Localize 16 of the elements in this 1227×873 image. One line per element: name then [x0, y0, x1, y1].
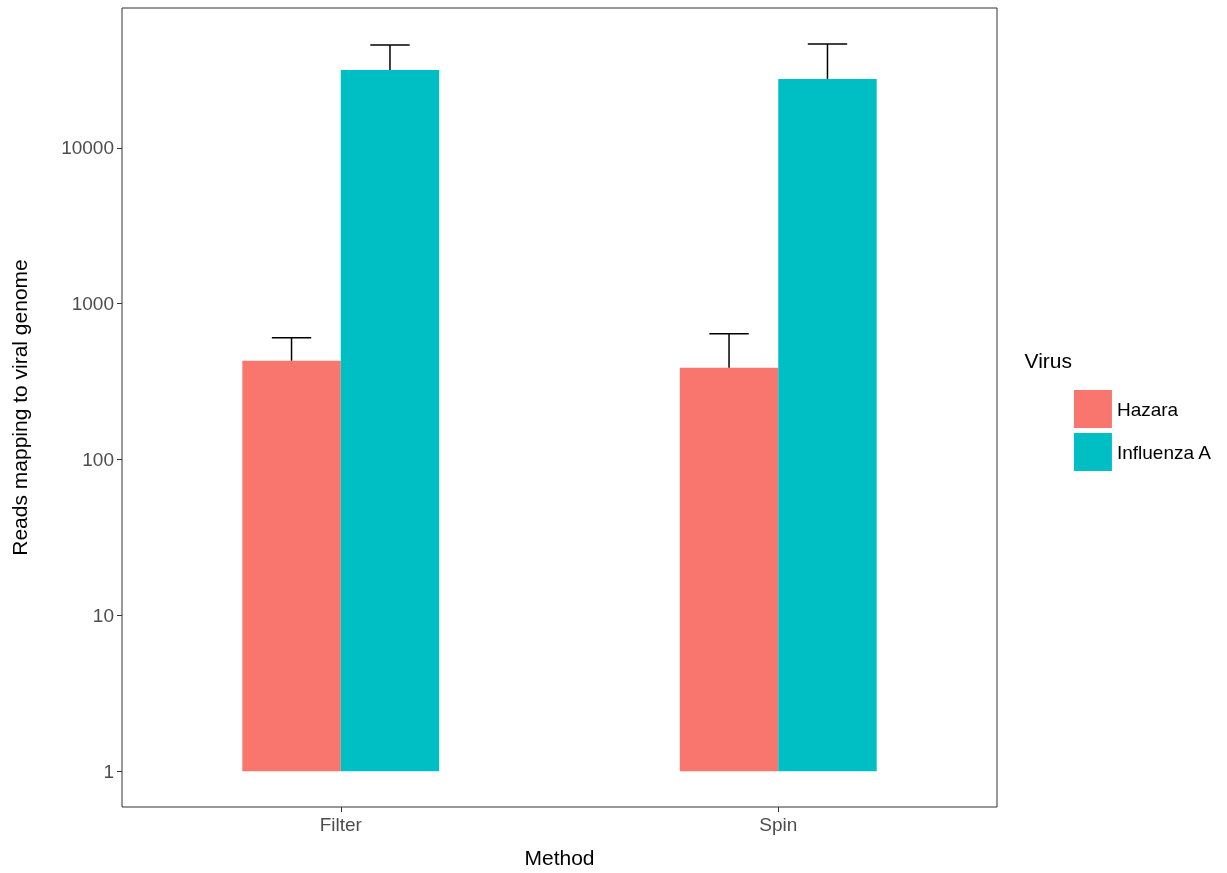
- legend-title: Virus: [1024, 349, 1072, 372]
- x-tick-label: Spin: [759, 814, 798, 835]
- y-tick-label: 1: [103, 760, 114, 782]
- y-tick-label: 10: [92, 604, 114, 626]
- y-axis-title: Reads mapping to viral genome: [8, 259, 31, 556]
- bar: [679, 367, 779, 772]
- legend-label: Hazara: [1116, 398, 1179, 420]
- x-tick-label: Filter: [319, 814, 363, 835]
- bar: [242, 360, 341, 772]
- y-tick-label: 10000: [61, 137, 114, 159]
- bar: [778, 78, 877, 772]
- y-tick-label: 1000: [71, 293, 114, 315]
- bar: [340, 70, 440, 772]
- legend-label: Influenza A: [1116, 441, 1212, 463]
- x-axis-title: Method: [524, 846, 595, 869]
- y-tick-label: 100: [82, 449, 114, 471]
